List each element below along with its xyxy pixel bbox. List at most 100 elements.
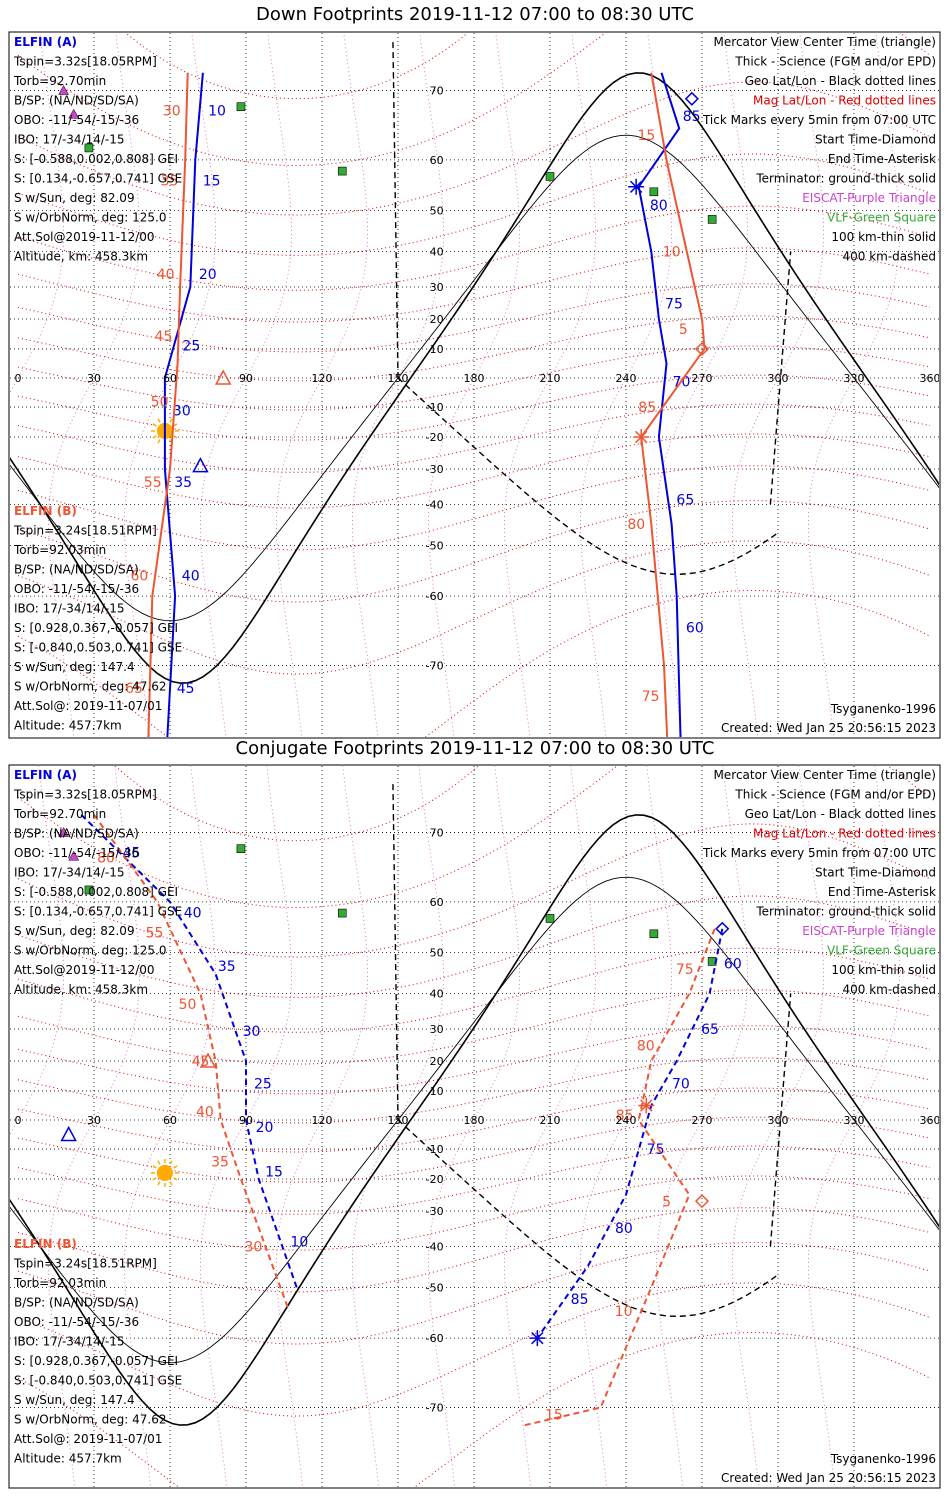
mag-latitude-line [17, 247, 931, 323]
elfin-a-info-line: S: [-0.588,0.002,0.808] GEI [14, 152, 178, 166]
elfin-b-info-line: S: [-0.840,0.503,0.741] GSE [14, 1374, 182, 1388]
lat-tick-label: 50 [430, 947, 444, 960]
sun-ray [157, 418, 161, 423]
sun-ray [152, 423, 157, 427]
lon-tick-label: 330 [844, 372, 865, 385]
elfin-a-info-line: Att.Sol@2019-11-12/00 [14, 230, 155, 244]
vlf-station-square [337, 166, 347, 176]
lat-tick-label: -30 [426, 1205, 444, 1218]
mag-latitude-line [17, 465, 931, 551]
lat-tick-label: 10 [430, 343, 444, 356]
legend-entry: EISCAT-Purple Triangle [802, 191, 936, 205]
mag-latitude-line [114, 766, 479, 842]
sun-ray [169, 1160, 173, 1165]
elfin-b-name: ELFIN (B) [14, 504, 77, 518]
track-minute-label: 80 [615, 1221, 633, 1237]
sun-ray [173, 1165, 178, 1169]
track-minute-label: 10 [208, 104, 226, 120]
sun-ray [152, 435, 157, 439]
lat-tick-label: -40 [426, 498, 444, 511]
elfin-b-info-line: Tspin=3.24s[18.51RPM] [13, 524, 157, 538]
mag-latitude-line [17, 1282, 931, 1417]
lon-tick-label: 30 [87, 1114, 101, 1127]
elfin-b-info-line: S: [-0.840,0.503,0.741] GSE [14, 641, 182, 655]
track-minute-label: 45 [192, 1054, 210, 1070]
lat-tick-label: -20 [426, 1173, 444, 1186]
sun-ray [152, 1177, 157, 1181]
track-minute-label: 20 [256, 1120, 274, 1136]
lat-tick-label: -70 [426, 1401, 444, 1414]
legend-entry: Terminator: ground-thick solid [755, 172, 936, 186]
track-minute-label: 45 [177, 681, 195, 697]
end-asterisk [629, 180, 643, 193]
lon-tick-label: 120 [312, 372, 333, 385]
lat-tick-label: 30 [430, 1023, 444, 1036]
terminator-ground-line [10, 72, 939, 684]
elfin-b-info-line: OBO: -11/-54/-15/-36 [14, 582, 139, 596]
sun-ray [169, 418, 173, 423]
track-minute-label: 10 [615, 1304, 633, 1320]
start-diamond [715, 921, 730, 936]
track-minute-label: 40 [157, 267, 175, 283]
lon-tick-label: 300 [768, 372, 789, 385]
elfin-a-track [637, 72, 682, 737]
track-minute-label: 25 [182, 338, 200, 354]
lat-tick-label: 60 [430, 154, 444, 167]
lon-tick-label: 330 [844, 1114, 865, 1127]
elfin-b-info-line: S: [0.928,0.367,-0.057] GEI [14, 1354, 178, 1368]
track-minute-label: 75 [676, 962, 694, 978]
elfin-a-info-line: S w/OrbNorm, deg: 125.0 [14, 211, 166, 225]
lon-tick-label: 270 [692, 372, 713, 385]
elfin-a-info-line: Torb=92.70min [13, 74, 106, 88]
elfin-a-info-line: S: [0.134,-0.657,0.741] GSE [14, 172, 182, 186]
elfin-a-track [163, 72, 204, 737]
sun-ray [157, 1181, 161, 1186]
legend-entry: Thick - Science (FGM and/or EPD) [734, 55, 936, 69]
track-minute-label: 35 [174, 475, 192, 491]
track-minute-label: 80 [627, 517, 645, 533]
legend-entry: 400 km-dashed [842, 250, 936, 264]
vlf-station-square [84, 143, 94, 153]
elfin-b-info-line: S w/OrbNorm, deg: 47.62 [14, 1413, 166, 1427]
legend-entry: Mag Lat/Lon - Red dotted lines [753, 94, 936, 108]
center-time-triangle [199, 1052, 217, 1068]
end-asterisk [531, 1331, 544, 1345]
lat-tick-label: -60 [426, 1332, 444, 1345]
track-minute-label: 65 [676, 493, 694, 509]
sun-ray [152, 1165, 157, 1169]
terminator-100km-line [10, 876, 939, 1364]
lon-tick-label: 60 [163, 372, 177, 385]
track-minute-label: 10 [663, 245, 681, 261]
sun-ray [157, 1160, 161, 1165]
legend-entry: 100 km-thin solid [831, 230, 936, 244]
elfin-b-info-line: IBO: 17/-34/14/-15 [14, 1335, 125, 1349]
vlf-station-square [545, 914, 555, 923]
lat-tick-label: 20 [430, 313, 444, 326]
eiscat-triangle [68, 850, 80, 861]
elfin-b-name: ELFIN (B) [14, 1237, 77, 1251]
mag-latitude-line [17, 1242, 931, 1345]
track-minute-label: 80 [97, 850, 115, 866]
legend-entry: Tick Marks every 5min from 07:00 UTC [702, 113, 936, 127]
track-minute-label: 5 [679, 322, 688, 338]
legend-entry: Mag Lat/Lon - Red dotted lines [753, 827, 936, 841]
center-time-triangle [60, 1125, 77, 1142]
legend-entry: Mercator View Center Time (triangle) [714, 768, 936, 782]
elfin-b-info-line: B/SP: (NA/ND/SD/SA) [14, 1296, 139, 1310]
elfin-b-info-line: B/SP: (NA/ND/SD/SA) [14, 563, 139, 577]
track-minute-label: 30 [244, 1239, 262, 1255]
vlf-station-square [707, 215, 717, 224]
elfin-b-track [147, 72, 189, 737]
elfin-a-info-line: S: [-0.588,0.002,0.808] GEI [14, 885, 178, 899]
elfin-b-info-line: OBO: -11/-54/-15/-36 [14, 1315, 139, 1329]
vlf-station-square [649, 187, 659, 197]
lon-tick-label: 180 [464, 1114, 485, 1127]
track-minute-label: 50 [151, 395, 169, 411]
model-label: Tsyganenko-1996 [830, 1452, 936, 1466]
track-minute-label: 35 [218, 959, 236, 975]
map-content: 4540353025201510805550454035306065707580… [10, 766, 939, 1487]
elfin-b-info-line: Torb=92.03min [13, 543, 106, 557]
track-minute-label: 40 [196, 1105, 214, 1121]
sun-ray [173, 435, 178, 439]
